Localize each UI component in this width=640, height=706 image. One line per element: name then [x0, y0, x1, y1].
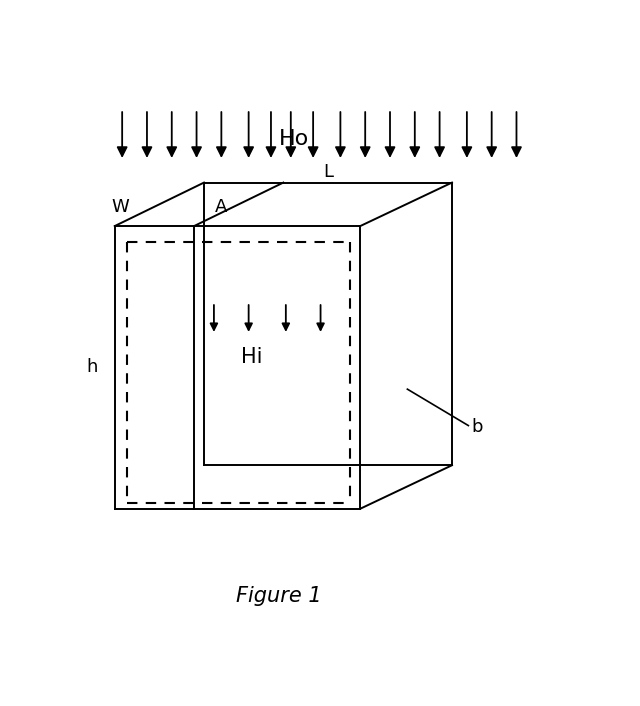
Text: Figure 1: Figure 1 [236, 586, 321, 606]
Text: W: W [112, 198, 129, 216]
Text: b: b [472, 418, 483, 436]
Text: A: A [215, 198, 228, 216]
Text: h: h [86, 359, 98, 376]
Text: Ho: Ho [278, 129, 308, 149]
Text: L: L [323, 162, 333, 181]
Text: Hi: Hi [241, 347, 262, 366]
